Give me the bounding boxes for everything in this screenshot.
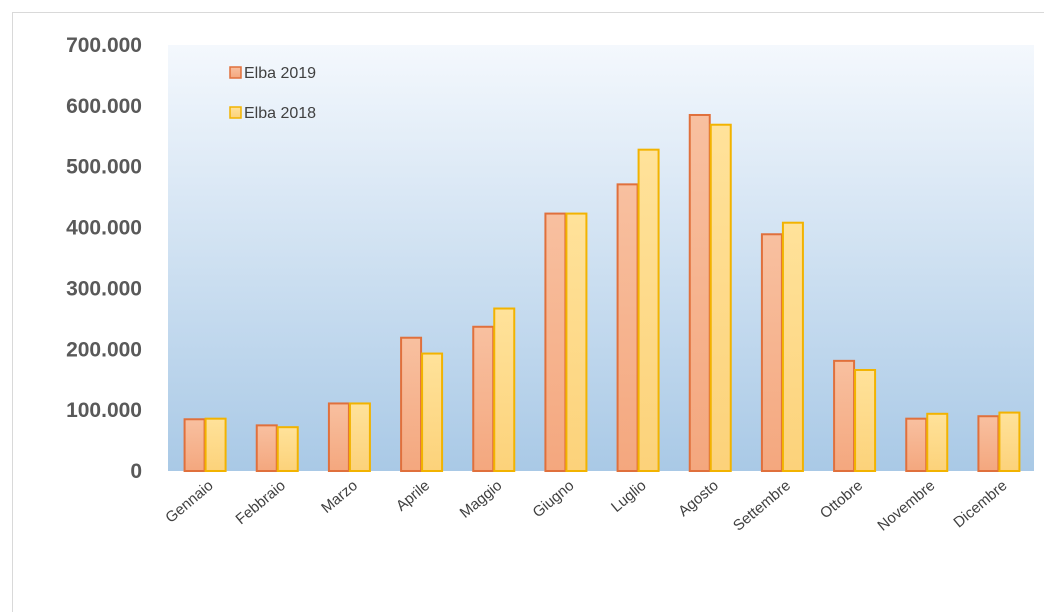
bar-2018-febbraio [276,426,299,473]
bar-2018-dicembre [998,411,1021,473]
y-tick-label: 100.000 [66,399,142,422]
bars [183,113,1021,473]
x-tick-label: Febbraio [233,477,289,528]
bar-2018-gennaio [204,417,227,473]
bar-2019-marzo [327,402,350,473]
y-axis: 0 100.000 200.000 300.000 400.000 500.000 600.… [66,34,142,483]
bar-2019-giugno [544,212,567,472]
bar-2019-ottobre [833,359,856,472]
y-tick-label: 500.000 [66,156,142,179]
bar-2019-luglio [616,183,639,472]
chart-frame [12,12,1044,612]
legend-label: Elba 2018 [244,105,316,122]
bar-2019-aprile [400,336,423,473]
bar-2018-settembre [781,221,804,472]
y-tick-label: 0 [130,460,142,483]
bar-2019-agosto [688,113,711,472]
x-tick-label: Gennaio [162,477,216,526]
x-axis: Gennaio Febbraio Marzo Aprile Maggio Giugno Lu… [162,477,1010,535]
x-tick-label: Settembre [730,477,794,535]
bar-2018-ottobre [854,368,877,472]
y-tick-label: 600.000 [66,95,142,118]
legend-swatch [229,106,242,119]
x-tick-label: Giugno [530,477,578,521]
legend-swatch [229,66,242,79]
bar-2019-maggio [472,325,495,473]
bar-chart: 0 100.000 200.000 300.000 400.000 500.000 600.… [66,34,1034,535]
y-tick-label: 700.000 [66,34,142,57]
bar-2018-aprile [421,352,444,472]
y-tick-label: 300.000 [66,277,142,300]
x-tick-label: Aprile [393,477,433,515]
y-tick-label: 200.000 [66,338,142,361]
legend: Elba 2019 Elba 2018 [229,65,316,122]
bar-2019-settembre [760,233,783,472]
x-tick-label: Luglio [608,477,650,516]
y-tick-label: 400.000 [66,217,142,240]
x-tick-label: Novembre [874,477,938,535]
bar-2018-marzo [348,402,371,473]
bar-2019-gennaio [183,418,206,472]
plot-area [168,45,1034,471]
bar-2018-luglio [637,148,660,472]
bar-2018-giugno [565,212,588,472]
x-tick-label: Maggio [457,477,506,522]
x-tick-label: Ottobre [817,477,866,522]
x-tick-label: Dicembre [950,477,1010,531]
x-tick-label: Agosto [675,477,722,520]
bar-2019-dicembre [977,415,1000,473]
legend-label: Elba 2019 [244,65,316,82]
x-tick-label: Marzo [318,477,361,517]
bar-2019-novembre [905,417,928,473]
bar-2018-agosto [709,123,732,472]
bar-2018-maggio [493,307,516,472]
bar-2018-novembre [926,412,949,472]
bar-2019-febbraio [255,424,278,473]
